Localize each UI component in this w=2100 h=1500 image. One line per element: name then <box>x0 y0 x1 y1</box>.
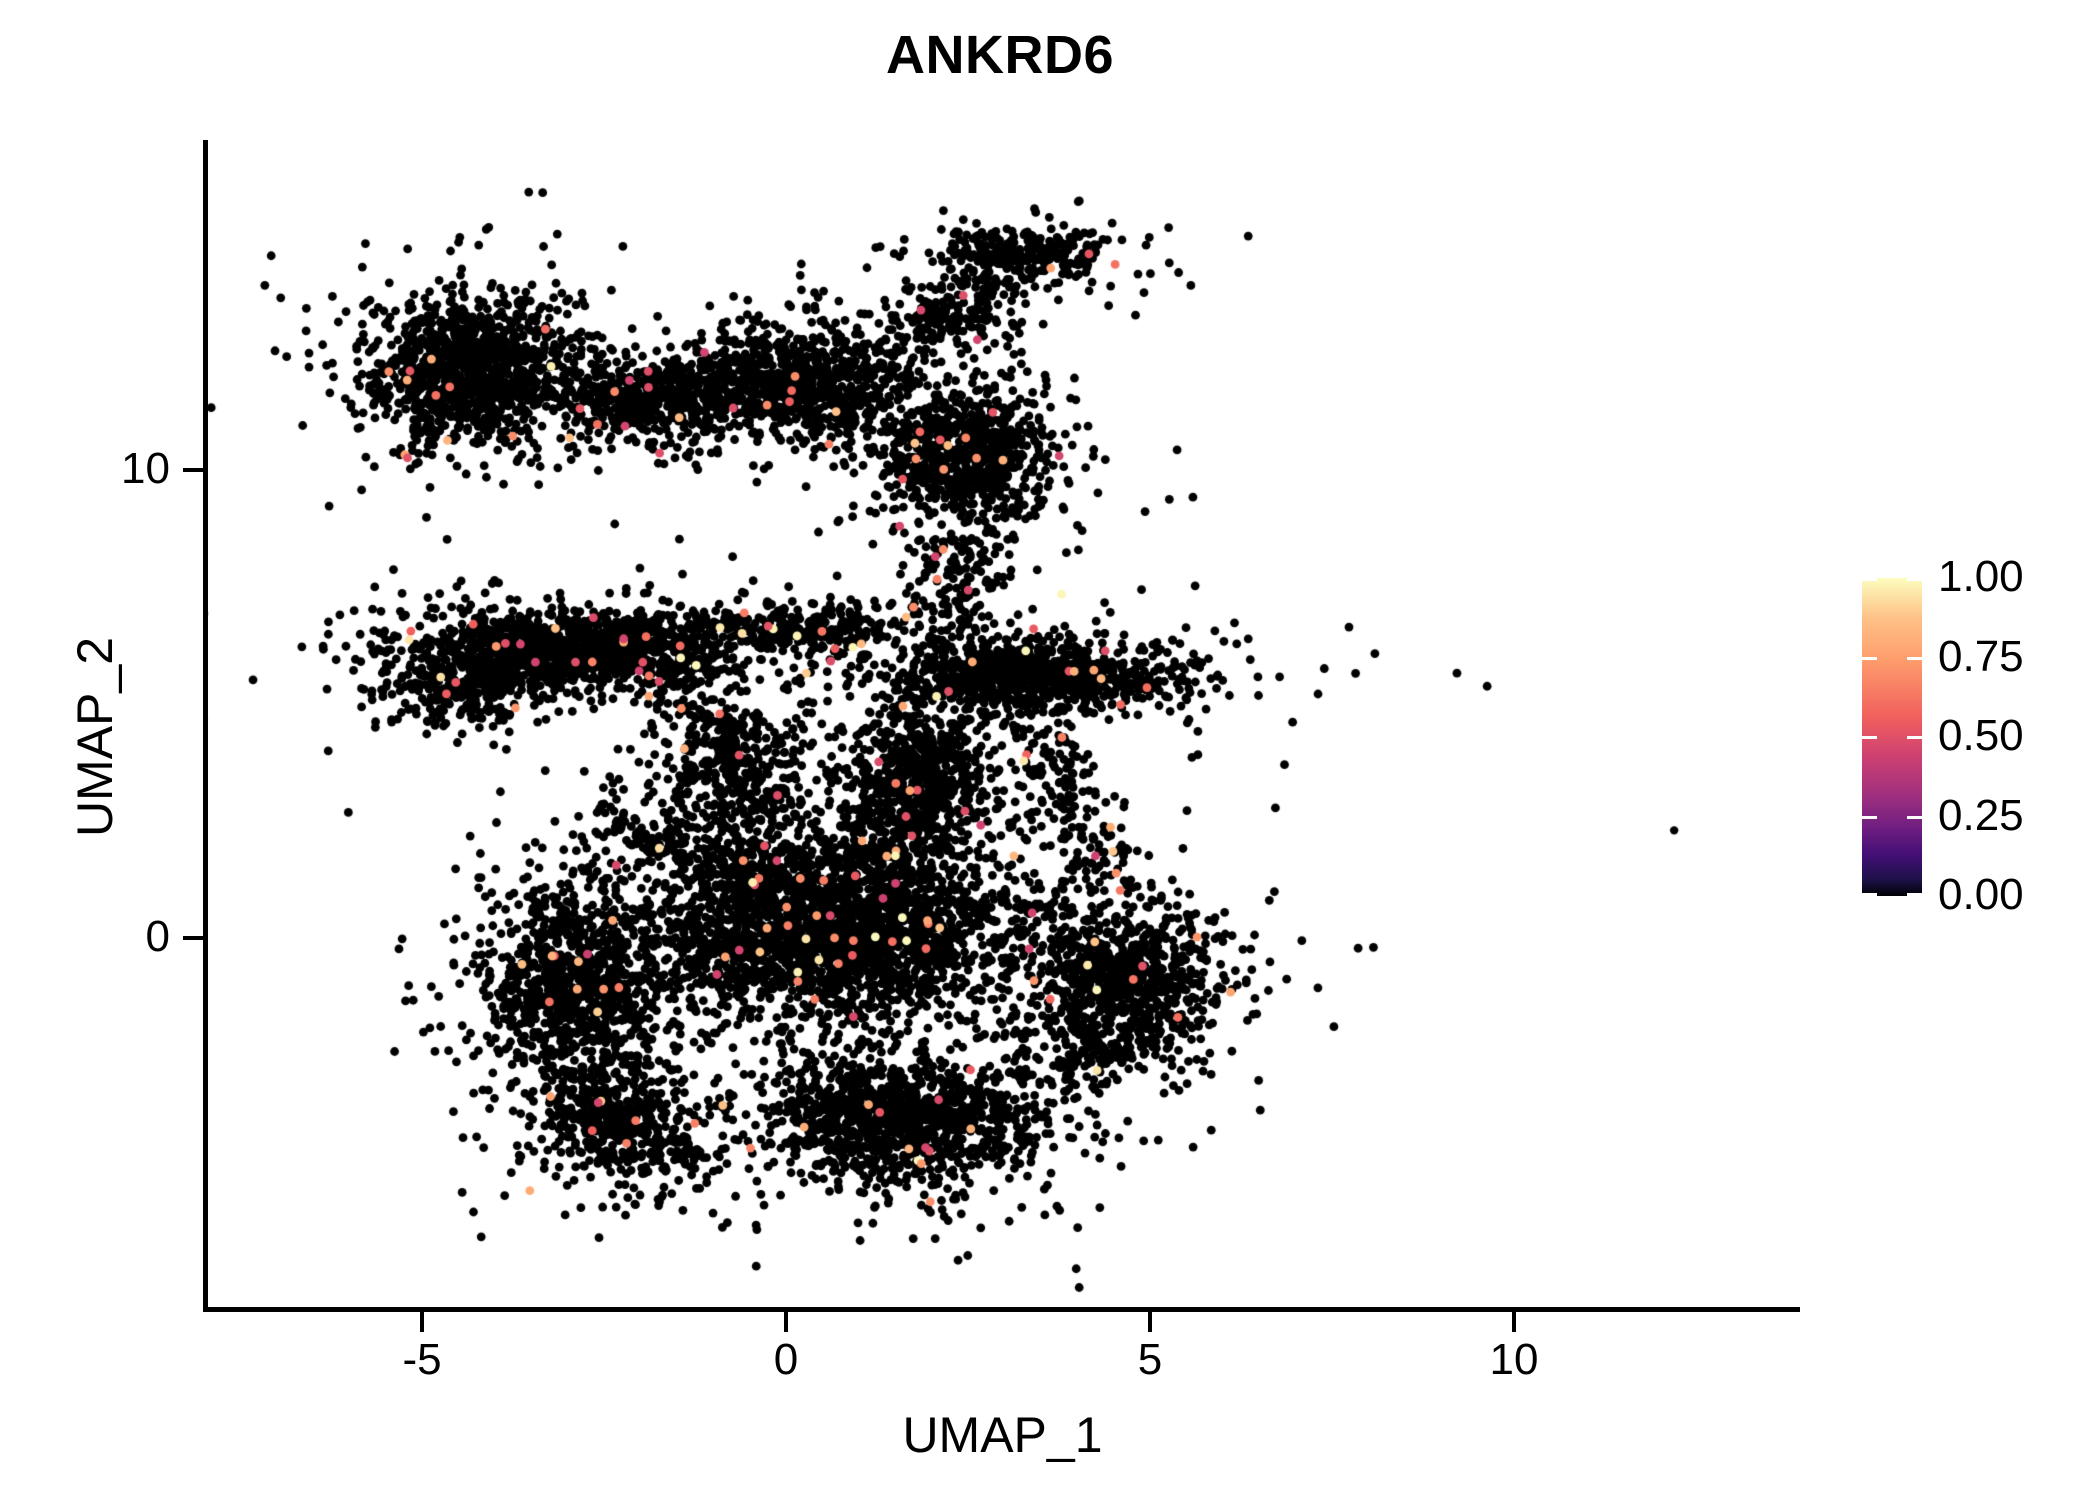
y-tick-mark <box>183 468 203 472</box>
x-tick-label: 10 <box>1489 1335 1539 1384</box>
x-tick-mark <box>1148 1312 1152 1332</box>
colorbar-tick-label: 0.50 <box>1938 711 2024 760</box>
x-axis-line <box>203 1307 1800 1312</box>
colorbar-tick-mark <box>1862 736 1922 739</box>
colorbar-tick-label: 0.75 <box>1938 631 2024 681</box>
colorbar-tick-mark <box>1862 656 1922 660</box>
y-tick-label: 0 <box>145 912 170 961</box>
y-tick-label: 10 <box>121 444 170 493</box>
colorbar-tick-label: 1.00 <box>1938 552 2024 601</box>
colorbar-tick-label: 0.25 <box>1938 790 2024 840</box>
x-tick-mark <box>1512 1312 1516 1332</box>
x-tick-mark <box>420 1312 424 1332</box>
x-tick-label: 0 <box>773 1335 799 1384</box>
scatter-points-canvas <box>205 140 1800 1310</box>
colorbar-tick-label: 0.00 <box>1938 870 2024 919</box>
plot-panel <box>205 140 1800 1310</box>
y-axis-title: UMAP_2 <box>67 636 123 838</box>
colorbar-tick-mark <box>1862 815 1922 819</box>
y-axis-line <box>203 140 208 1312</box>
colorbar-tick-mark <box>1862 578 1922 581</box>
page-title: ANKRD6 <box>885 25 1115 85</box>
legend-colorbar: 1.00 0.75 0.50 0.25 0.00 <box>1862 555 2092 917</box>
x-tick-mark <box>784 1312 788 1332</box>
x-tick-label: 5 <box>1137 1335 1163 1384</box>
x-axis-title: UMAP_1 <box>902 1407 1103 1463</box>
x-tick-label: -5 <box>402 1335 442 1384</box>
colorbar-tick-mark <box>1862 893 1922 896</box>
y-tick-mark <box>183 936 203 940</box>
